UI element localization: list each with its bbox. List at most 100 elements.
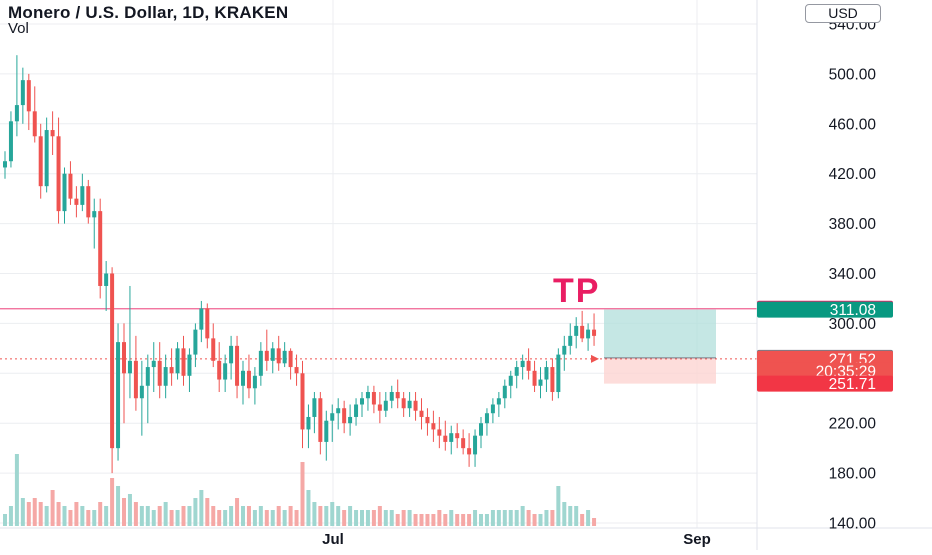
candle bbox=[175, 342, 180, 380]
price-level-tag-text: 251.71 bbox=[829, 376, 876, 393]
last-price-marker bbox=[591, 354, 599, 363]
volume-bar bbox=[288, 506, 293, 526]
candle-body bbox=[32, 111, 37, 137]
grid-lines bbox=[0, 0, 757, 528]
candle-body bbox=[336, 408, 341, 414]
volume-bar bbox=[461, 514, 466, 526]
candle-body bbox=[407, 400, 412, 409]
currency-button[interactable]: USD bbox=[805, 4, 881, 23]
candle bbox=[20, 67, 25, 124]
candle bbox=[151, 342, 156, 393]
candle bbox=[538, 367, 543, 399]
candle bbox=[568, 323, 573, 355]
volume-bar bbox=[223, 510, 228, 526]
volume-bar bbox=[425, 514, 430, 526]
candle-body bbox=[80, 186, 85, 205]
candle-body bbox=[246, 370, 251, 389]
candle bbox=[455, 423, 460, 449]
candle-body bbox=[318, 398, 323, 442]
candle bbox=[241, 360, 245, 405]
candle bbox=[74, 186, 79, 218]
volume-bar bbox=[574, 506, 579, 526]
candle bbox=[336, 398, 341, 430]
volume-bar bbox=[348, 506, 353, 526]
candle-body bbox=[169, 367, 174, 374]
volume-bar bbox=[50, 490, 55, 526]
loss-zone[interactable] bbox=[604, 357, 716, 384]
candle-body bbox=[74, 198, 79, 205]
volume-bar bbox=[122, 498, 126, 526]
candle-body bbox=[431, 423, 436, 430]
candle-body bbox=[568, 335, 573, 346]
price-tick-label: 300.00 bbox=[829, 316, 877, 333]
candle bbox=[116, 323, 121, 461]
candle bbox=[354, 398, 359, 426]
volume-bar bbox=[389, 510, 394, 526]
volume-bar bbox=[211, 506, 216, 526]
volume-bar bbox=[276, 506, 281, 526]
candle-body bbox=[526, 360, 531, 371]
candle bbox=[389, 385, 394, 409]
volume-indicator-label[interactable]: Vol bbox=[8, 20, 29, 37]
candle-body bbox=[258, 350, 263, 376]
candle-body bbox=[86, 186, 91, 218]
candle-body bbox=[342, 408, 347, 424]
candle-body bbox=[133, 360, 138, 399]
candle bbox=[282, 342, 287, 368]
candle bbox=[62, 167, 67, 224]
price-tick-label: 140.00 bbox=[829, 516, 877, 533]
candle-body bbox=[14, 105, 19, 122]
volume-bar bbox=[377, 506, 382, 526]
candle bbox=[312, 392, 317, 434]
volume-bar bbox=[371, 510, 376, 526]
candle-body bbox=[145, 367, 150, 386]
candle bbox=[139, 360, 144, 436]
time-tick-label: Jul bbox=[322, 531, 344, 548]
candle-body bbox=[68, 173, 73, 199]
candle-body bbox=[276, 348, 281, 364]
candle bbox=[508, 370, 513, 399]
volume-bar bbox=[241, 506, 245, 526]
candle-body bbox=[586, 329, 591, 339]
candle-body bbox=[62, 173, 67, 212]
candle bbox=[44, 117, 49, 193]
volume-bar bbox=[365, 510, 370, 526]
candle bbox=[163, 354, 168, 399]
price-level-tag-bg bbox=[757, 301, 893, 318]
candle bbox=[50, 111, 55, 155]
candle-body bbox=[502, 385, 507, 399]
volume-bar bbox=[496, 510, 501, 526]
candle bbox=[300, 360, 305, 449]
candle-body bbox=[330, 413, 335, 421]
candle bbox=[294, 354, 299, 386]
candle-body bbox=[580, 325, 585, 339]
tp-annotation[interactable]: TP bbox=[553, 272, 600, 310]
candle-body bbox=[50, 130, 55, 137]
candle-body bbox=[241, 370, 245, 386]
candle bbox=[532, 360, 537, 393]
candle bbox=[14, 55, 19, 137]
volume-bar bbox=[74, 502, 79, 526]
candle bbox=[318, 392, 323, 455]
volume-bar bbox=[3, 514, 7, 526]
volume-bar bbox=[479, 514, 483, 526]
volume-bar bbox=[550, 510, 555, 526]
profit-zone[interactable] bbox=[604, 309, 716, 358]
candle bbox=[556, 348, 561, 399]
candle bbox=[104, 261, 109, 311]
candle-body bbox=[413, 400, 418, 411]
candle bbox=[181, 335, 186, 386]
candle-body bbox=[484, 413, 489, 424]
candle-body bbox=[127, 360, 132, 374]
candle bbox=[133, 335, 138, 411]
volume-bar bbox=[324, 506, 329, 526]
volume-bar bbox=[110, 478, 115, 526]
candle bbox=[288, 348, 293, 380]
candle bbox=[211, 323, 216, 368]
volume-bar bbox=[455, 514, 460, 526]
candle-body bbox=[449, 433, 454, 442]
candle-body bbox=[8, 121, 13, 162]
candle-body bbox=[288, 350, 293, 368]
